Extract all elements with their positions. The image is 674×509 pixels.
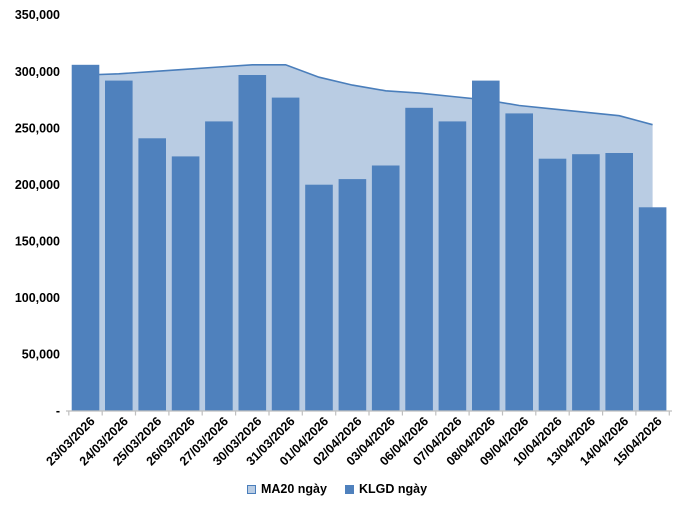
- bar-23/03/2026: [71, 64, 100, 412]
- bar-10/04/2026: [538, 158, 567, 411]
- ma20-area-layer: [85, 64, 653, 412]
- bar-08/04/2026: [472, 80, 500, 411]
- ma20-line: [85, 64, 653, 126]
- bar-13/04/2026: [572, 154, 600, 411]
- bar-30/03/2026: [238, 75, 267, 411]
- y-axis-label: 50,000: [22, 348, 60, 362]
- y-axis-label: 150,000: [15, 235, 60, 249]
- bar-24/03/2026: [105, 80, 133, 411]
- y-axis-labels: 350,000 300,000 250,000 200,000 150,000 100,0…: [15, 8, 60, 418]
- y-axis-label: 100,000: [15, 291, 60, 305]
- legend-item-klgd: KLGD ngày: [344, 482, 428, 496]
- bar-01/04/2026: [305, 184, 333, 411]
- bar-07/04/2026: [438, 121, 467, 412]
- chart-legend: MA20 ngày KLGD ngày: [0, 482, 674, 496]
- bar-09/04/2026: [505, 113, 533, 412]
- legend-item-ma20: MA20 ngày: [246, 482, 327, 496]
- bar-31/03/2026: [271, 97, 300, 411]
- bar-25/03/2026: [138, 138, 166, 412]
- x-axis: [66, 410, 672, 416]
- legend-label-klgd: KLGD ngày: [358, 482, 428, 496]
- bar-14/04/2026: [605, 153, 633, 411]
- bar-27/03/2026: [205, 121, 233, 412]
- bar-26/03/2026: [171, 156, 200, 411]
- y-axis-label: 250,000: [15, 121, 60, 135]
- bar-06/04/2026: [405, 107, 433, 412]
- bar-03/04/2026: [371, 165, 400, 411]
- y-axis-label: 200,000: [15, 178, 60, 192]
- ma20-swatch-icon: [246, 484, 256, 494]
- bar-15/04/2026: [638, 207, 667, 411]
- bar-02/04/2026: [338, 179, 367, 411]
- klgd-bars-layer: [71, 64, 667, 412]
- y-axis-label: 350,000: [15, 8, 60, 22]
- x-axis-labels: 23/03/202624/03/202625/03/202626/03/2026…: [43, 414, 664, 468]
- klgd-swatch-icon: [344, 484, 354, 494]
- legend-label-ma20: MA20 ngày: [260, 482, 327, 496]
- y-axis-label: -: [56, 404, 60, 418]
- ma20-area: [85, 64, 653, 412]
- y-axis-label: 300,000: [15, 65, 60, 79]
